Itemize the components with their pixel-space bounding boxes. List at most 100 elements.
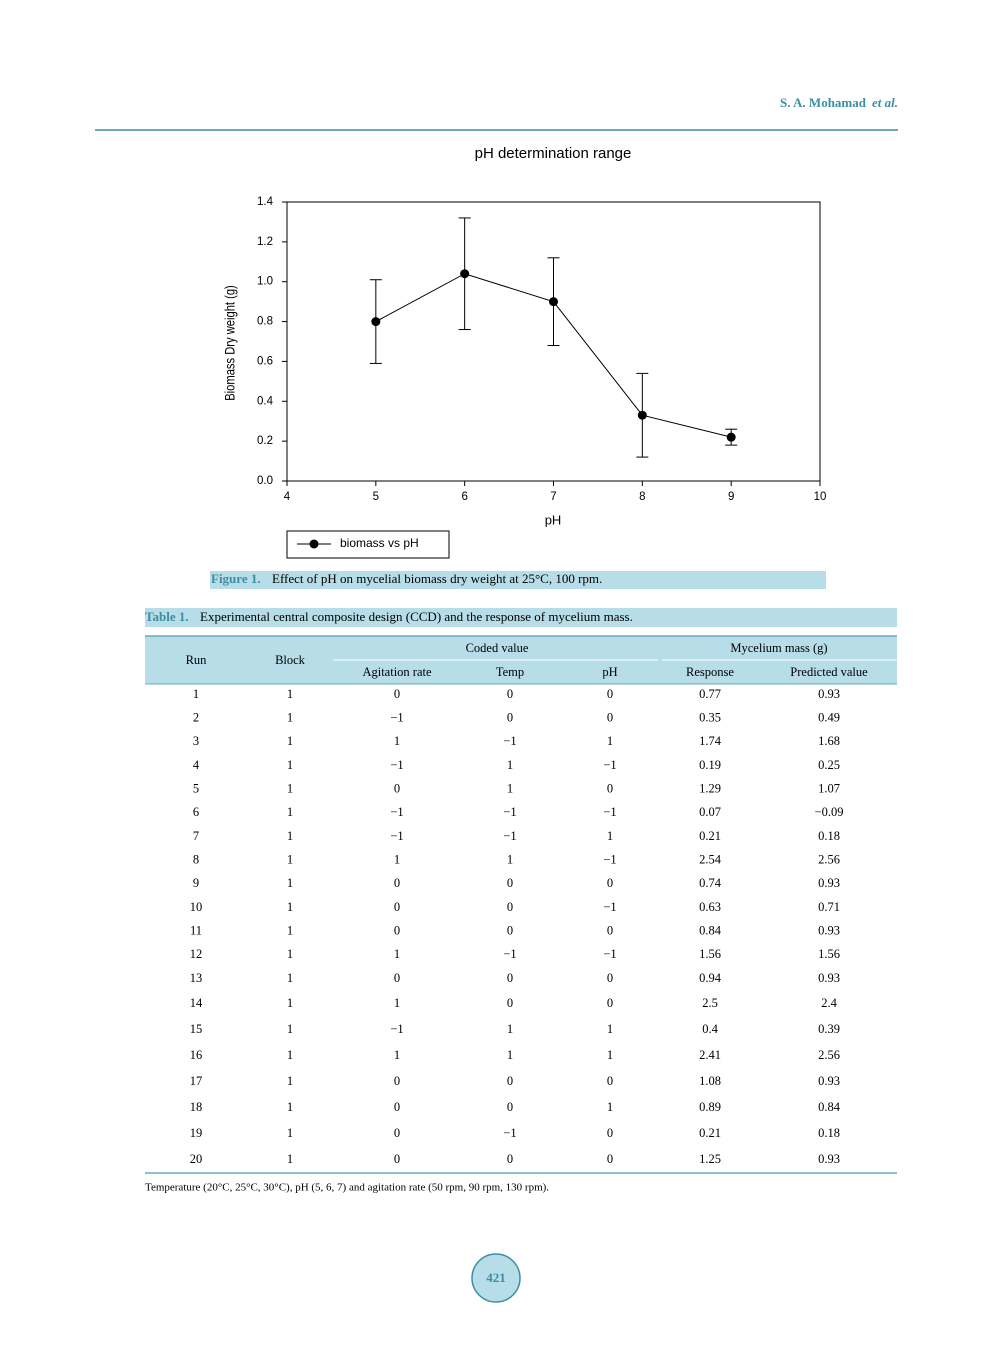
table-cell: 0.63: [699, 900, 721, 914]
table-cell: 0: [394, 924, 400, 938]
table-cell: 0: [607, 1074, 613, 1088]
table-cell: 0.93: [818, 971, 840, 985]
x-tick-label: 4: [284, 491, 291, 503]
table-cell: 17: [190, 1074, 203, 1088]
table-cell: 0.25: [818, 758, 840, 772]
table-cell: 2.54: [699, 853, 722, 867]
table-cell: −1: [390, 805, 403, 819]
table-cell: 1: [287, 876, 293, 890]
footnote: Temperature (20°C, 25°C, 30°C), pH (5, 6…: [145, 1182, 549, 1194]
table-cell: 0: [507, 900, 513, 914]
table-cell: 0.84: [699, 924, 722, 938]
table-header: Predicted value: [790, 665, 868, 679]
table-cell: −1: [390, 758, 403, 772]
table-cell: 0: [607, 1152, 613, 1166]
header-etal: et al.: [872, 95, 898, 110]
table-cell: 7: [193, 829, 199, 843]
table-cell: 0.21: [699, 829, 721, 843]
table-cell: 1: [507, 1022, 513, 1036]
table-cell: −1: [503, 734, 516, 748]
table-header: Temp: [496, 665, 524, 679]
table-cell: 11: [190, 924, 202, 938]
table-cell: 0: [507, 711, 513, 725]
table-header: Coded value: [466, 641, 529, 655]
y-tick-label: 0.8: [257, 316, 273, 328]
table-cell: 0.93: [818, 687, 840, 701]
table-cell: −1: [503, 805, 516, 819]
x-axis-label: pH: [545, 512, 562, 527]
table-caption-text: Experimental central composite design (C…: [200, 609, 633, 624]
table-cell: 1: [287, 900, 293, 914]
table-cell: 0.93: [818, 1074, 840, 1088]
table-cell: 0.93: [818, 876, 840, 890]
table-cell: 0: [507, 971, 513, 985]
table-cell: 4: [193, 758, 200, 772]
table-cell: 0.49: [818, 711, 840, 725]
table-cell: 3: [193, 734, 199, 748]
x-tick-label: 7: [550, 491, 556, 503]
table-cell: 0.19: [699, 758, 721, 772]
table-cell: 1: [287, 1126, 293, 1140]
table-cell: 10: [190, 900, 203, 914]
table-cell: 0: [607, 687, 613, 701]
table-header: Block: [275, 653, 306, 667]
table-cell: 1: [507, 758, 513, 772]
table-cell: 1: [287, 1152, 293, 1166]
table-cell: 1: [287, 1074, 293, 1088]
table-cell: 0.89: [699, 1100, 721, 1114]
table-cell: 1.25: [699, 1152, 721, 1166]
table-cell: 0: [607, 711, 613, 725]
chart-title: pH determination range: [475, 145, 632, 162]
table-cell: 2.41: [699, 1048, 721, 1062]
table-cell: 0: [607, 1126, 613, 1140]
table-cell: −0.09: [815, 805, 844, 819]
table-header: Response: [686, 665, 734, 679]
table-cell: 1: [287, 996, 293, 1010]
table-cell: 1: [287, 734, 293, 748]
data-point: [371, 317, 381, 327]
table-cell: 0.07: [699, 805, 721, 819]
table-cell: 1: [287, 947, 293, 961]
legend-label: biomass vs pH: [340, 536, 419, 550]
y-tick-label: 0.0: [257, 475, 273, 487]
table-header: Agitation rate: [362, 665, 432, 679]
table-header: pH: [602, 665, 617, 679]
table-cell: 8: [193, 853, 199, 867]
table-cell: 1: [607, 1048, 613, 1062]
table-cell: 6: [193, 805, 199, 819]
y-tick-label: 1.4: [257, 196, 274, 208]
x-tick-label: 9: [728, 491, 734, 503]
data-point: [726, 432, 736, 442]
table-cell: −1: [603, 853, 616, 867]
table-cell: −1: [603, 947, 616, 961]
table-cell: 0: [607, 971, 613, 985]
table-cell: −1: [503, 947, 516, 961]
data-point: [460, 269, 470, 279]
table-cell: 0: [394, 971, 400, 985]
table-caption-bg: [145, 608, 897, 627]
page-number: 421: [486, 1270, 506, 1285]
table-cell: 1: [287, 687, 293, 701]
table-cell: 1.56: [818, 947, 840, 961]
table-cell: 2.5: [702, 996, 718, 1010]
figure-caption-label: Figure 1.: [211, 571, 261, 586]
y-tick-label: 0.6: [257, 355, 273, 367]
table-cell: 1: [287, 924, 293, 938]
table-cell: 9: [193, 876, 199, 890]
table-cell: 0: [394, 900, 400, 914]
table-body: 1 1 0 0 0 0.77 0.932 1 −1 0 0 0.35 0.493 1 1 −1 1 1.74 1.6…: [190, 687, 844, 1166]
x-tick-label: 8: [639, 491, 645, 503]
table-cell: 0.93: [818, 924, 840, 938]
data-point: [637, 410, 647, 420]
y-tick-label: 1.2: [257, 236, 273, 248]
table-cell: −1: [503, 829, 516, 843]
data-point: [549, 297, 558, 307]
table-cell: 1: [287, 829, 293, 843]
table-cell: 0.74: [699, 876, 722, 890]
table-cell: 1: [287, 805, 293, 819]
table-cell: −1: [390, 829, 403, 843]
table-cell: 0: [507, 1152, 513, 1166]
table-cell: 0: [507, 876, 513, 890]
table-cell: 1: [607, 1022, 613, 1036]
table-cell: 0.94: [699, 971, 722, 985]
